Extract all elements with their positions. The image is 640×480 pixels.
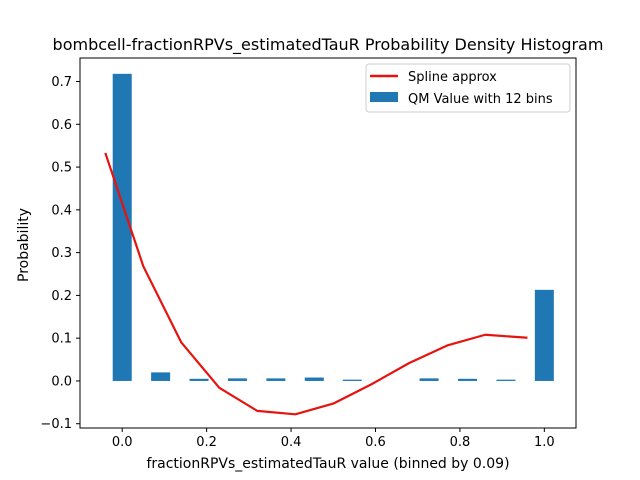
x-tick-label: 0.8: [450, 435, 471, 450]
y-axis-label: Probability: [16, 208, 32, 282]
line-layer: [104, 152, 528, 416]
histogram-bar: [227, 378, 247, 381]
bars-layer: [112, 73, 554, 381]
y-tick-label: 0.4: [51, 203, 72, 218]
y-tick-label: −0.1: [40, 417, 72, 432]
chart-title: bombcell-fractionRPVs_estimatedTauR Prob…: [53, 35, 604, 55]
legend-label-spline: Spline approx: [408, 70, 497, 85]
x-tick-label: 0.6: [365, 435, 386, 450]
spline-line: [104, 152, 528, 416]
x-axis-label: fractionRPVs_estimatedTauR value (binned…: [146, 456, 509, 472]
y-tick-label: 0.5: [51, 161, 72, 176]
histogram-bar: [458, 378, 478, 381]
y-tick-label: 0.0: [51, 374, 72, 389]
y-tick-label: 0.7: [51, 75, 72, 90]
x-tick-label: 0.4: [281, 435, 302, 450]
histogram-bar: [304, 377, 324, 381]
histogram-bar: [189, 378, 209, 381]
y-tick-label: 0.6: [51, 118, 72, 133]
histogram-bar: [266, 378, 286, 381]
y-axis-ticks: −0.1 0.0 0.1 0.2 0.3 0.4 0.5 0.6 0.7: [40, 75, 80, 432]
x-tick-label: 0.0: [112, 435, 133, 450]
histogram-bar: [112, 73, 132, 381]
legend-label-bars: QM Value with 12 bins: [408, 92, 553, 107]
legend-box: [365, 63, 571, 113]
legend-swatch-bars: [370, 92, 398, 102]
x-tick-label: 1.0: [534, 435, 555, 450]
x-axis-ticks: 0.0 0.2 0.4 0.6 0.8 1.0: [112, 428, 555, 450]
plot-frame: [79, 57, 577, 429]
histogram-bar: [419, 378, 439, 381]
histogram-bar: [342, 379, 362, 381]
histogram-bar: [534, 289, 554, 381]
y-tick-label: 0.2: [51, 289, 72, 304]
x-tick-label: 0.2: [196, 435, 217, 450]
histogram-bar: [496, 379, 516, 381]
y-tick-label: 0.1: [51, 332, 72, 347]
legend: Spline approx QM Value with 12 bins: [365, 63, 571, 113]
y-tick-label: 0.3: [51, 246, 72, 261]
histogram-bar: [151, 372, 171, 381]
